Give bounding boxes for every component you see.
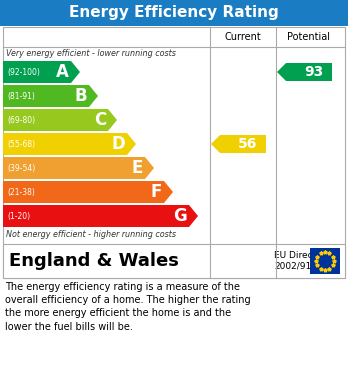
Polygon shape (3, 157, 154, 179)
Text: (81-91): (81-91) (7, 91, 35, 100)
Bar (0, 0, 348, 26)
Text: E: E (132, 159, 143, 177)
Text: Energy Efficiency Rating: Energy Efficiency Rating (69, 5, 279, 20)
Text: 2002/91/EC: 2002/91/EC (274, 262, 326, 271)
Text: B: B (74, 87, 87, 105)
Polygon shape (3, 85, 98, 107)
Text: The energy efficiency rating is a measure of the
overall efficiency of a home. T: The energy efficiency rating is a measur… (5, 282, 251, 332)
Polygon shape (3, 205, 198, 227)
Text: England & Wales: England & Wales (9, 252, 179, 270)
Text: (21-38): (21-38) (7, 188, 35, 197)
Text: Potential: Potential (287, 32, 331, 42)
Text: G: G (173, 207, 187, 225)
Text: 56: 56 (238, 137, 257, 151)
Text: 93: 93 (304, 65, 323, 79)
Polygon shape (277, 63, 332, 81)
Text: (92-100): (92-100) (7, 68, 40, 77)
Bar (3, 244, 345, 278)
Polygon shape (3, 133, 136, 155)
Text: (1-20): (1-20) (7, 212, 30, 221)
Text: (39-54): (39-54) (7, 163, 35, 172)
Polygon shape (3, 61, 80, 83)
Bar (310, 248, 340, 274)
Text: Current: Current (224, 32, 261, 42)
Bar (3, 27, 345, 278)
Text: C: C (94, 111, 106, 129)
Text: (55-68): (55-68) (7, 140, 35, 149)
Text: Very energy efficient - lower running costs: Very energy efficient - lower running co… (6, 49, 176, 58)
Polygon shape (3, 181, 173, 203)
Text: D: D (111, 135, 125, 153)
Text: (69-80): (69-80) (7, 115, 35, 124)
Polygon shape (211, 135, 266, 153)
Text: EU Directive: EU Directive (274, 251, 330, 260)
Polygon shape (3, 109, 117, 131)
Text: A: A (56, 63, 69, 81)
Text: F: F (151, 183, 162, 201)
Text: Not energy efficient - higher running costs: Not energy efficient - higher running co… (6, 230, 176, 239)
